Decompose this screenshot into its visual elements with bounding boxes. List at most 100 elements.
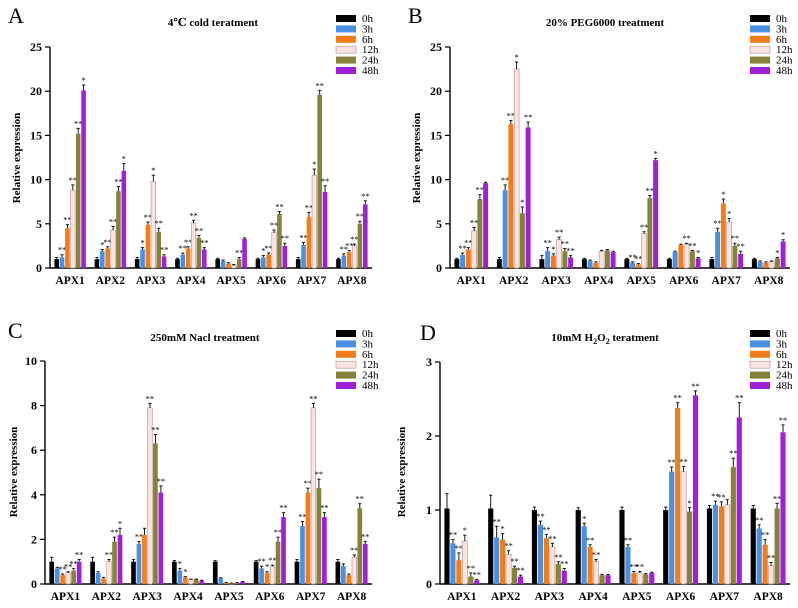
significance-mark: ** xyxy=(58,245,67,255)
y-tick-label: 0 xyxy=(426,577,432,591)
legend-label: 3h xyxy=(776,338,788,350)
legend-swatch-48h xyxy=(336,382,356,389)
category-label: APX5 xyxy=(627,275,657,287)
significance-mark: ** xyxy=(731,233,740,243)
significance-mark: * xyxy=(265,562,269,572)
y-tick-label: 15 xyxy=(30,128,42,142)
significance-mark: ** xyxy=(356,211,365,221)
y-axis-label: Relative expression xyxy=(396,427,408,518)
significance-mark: * xyxy=(312,159,316,169)
bar-3h-APX1 xyxy=(54,568,60,584)
bar-24h-APX8 xyxy=(774,258,780,268)
legend-label: 0h xyxy=(776,13,788,25)
bar-3h-APX4 xyxy=(180,254,186,268)
panel-title: 20% PEG6000 treatment xyxy=(546,17,665,29)
bar-48h-APX5 xyxy=(653,160,659,268)
legend-label: 6h xyxy=(776,34,788,46)
legend-swatch-3h xyxy=(336,25,356,33)
bar-3h-APX3 xyxy=(136,543,142,584)
category-label: APX4 xyxy=(578,591,608,603)
bar-12h-APX2 xyxy=(513,68,520,269)
bar-12h-APX4 xyxy=(593,561,599,585)
significance-mark: ** xyxy=(628,252,637,262)
legend-swatch-48h xyxy=(750,67,770,74)
category-label: APX3 xyxy=(132,591,162,603)
significance-mark: ** xyxy=(315,469,324,479)
category-label: APX2 xyxy=(491,591,521,603)
significance-mark: ** xyxy=(711,491,720,501)
legend-label: 3h xyxy=(362,23,374,35)
bar-24h-APX2 xyxy=(519,213,525,268)
legend-swatch-0h xyxy=(336,330,356,337)
significance-mark: ** xyxy=(767,553,776,563)
panel-c: C 250mM Nacl treatment Relative expression… xyxy=(8,318,379,603)
legend-swatch-24h xyxy=(750,371,770,379)
category-label: APX5 xyxy=(622,591,652,603)
significance-mark: ** xyxy=(717,492,726,502)
bar-0h-APX3 xyxy=(531,510,538,584)
bar-6h-APX5 xyxy=(631,572,637,584)
legend-label: 12h xyxy=(776,359,793,371)
bar-12h-APX6 xyxy=(271,232,277,269)
significance-mark: ** xyxy=(309,393,318,403)
bar-48h-APX5 xyxy=(649,572,655,584)
significance-mark: * xyxy=(501,524,505,534)
y-tick-label: 6 xyxy=(31,443,37,457)
bar-6h-APX7 xyxy=(305,492,311,584)
panel-letter: A xyxy=(8,3,24,28)
bar-3h-APX5 xyxy=(220,260,226,268)
bar-6h-APX7 xyxy=(720,203,726,268)
significance-mark: * xyxy=(781,230,785,240)
significance-mark: ** xyxy=(646,186,655,196)
significance-mark: ** xyxy=(268,555,277,565)
legend-label: 48h xyxy=(362,65,379,77)
significance-mark: * xyxy=(183,567,187,577)
category-label: APX2 xyxy=(92,591,122,603)
significance-mark: ** xyxy=(114,177,123,187)
bar-0h-APX4 xyxy=(172,561,177,584)
bar-3h-APX2 xyxy=(100,251,105,268)
bar-12h-APX8 xyxy=(768,261,775,269)
bar-3h-APX1 xyxy=(450,543,456,584)
category-label: APX8 xyxy=(337,275,367,287)
category-label: APX7 xyxy=(297,275,327,287)
y-axis-label: Relative expression xyxy=(8,427,20,518)
bar-6h-APX2 xyxy=(101,578,106,584)
bar-24h-APX4 xyxy=(196,237,202,268)
significance-mark: ** xyxy=(735,393,744,403)
significance-mark: ** xyxy=(586,535,595,545)
significance-mark: ** xyxy=(504,541,513,551)
bar-24h-APX1 xyxy=(468,576,474,584)
bar-48h-APX1 xyxy=(474,580,480,584)
bar-0h-APX2 xyxy=(90,561,95,584)
category-label: APX8 xyxy=(337,591,367,603)
bar-0h-APX1 xyxy=(49,561,55,584)
significance-mark: * xyxy=(721,189,725,199)
legend-swatch-0h xyxy=(750,330,770,337)
legend-swatch-6h xyxy=(336,35,356,43)
bar-12h-APX5 xyxy=(641,233,647,269)
significance-mark: ** xyxy=(682,233,691,243)
significance-mark: ** xyxy=(315,80,324,90)
bar-24h-APX2 xyxy=(511,567,518,584)
bar-6h-APX3 xyxy=(543,538,549,584)
bar-24h-APX3 xyxy=(153,443,158,584)
bar-3h-APX6 xyxy=(259,568,264,584)
legend-swatch-3h xyxy=(750,340,770,348)
significance-mark: * xyxy=(727,208,731,218)
bar-48h-APX4 xyxy=(202,249,207,268)
bar-24h-APX6 xyxy=(277,214,282,268)
significance-mark: ** xyxy=(473,570,482,580)
significance-mark: ** xyxy=(464,238,473,248)
panel-title: 10mM H2O2 teratment xyxy=(551,332,659,346)
bar-24h-APX7 xyxy=(732,245,738,268)
significance-mark: ** xyxy=(305,202,314,212)
significance-mark: ** xyxy=(160,245,169,255)
bar-12h-APX5 xyxy=(231,265,237,269)
legend-label: 3h xyxy=(776,23,788,35)
legend-swatch-24h xyxy=(336,371,356,379)
bar-48h-APX2 xyxy=(525,127,531,268)
y-tick-label: 25 xyxy=(30,40,42,54)
